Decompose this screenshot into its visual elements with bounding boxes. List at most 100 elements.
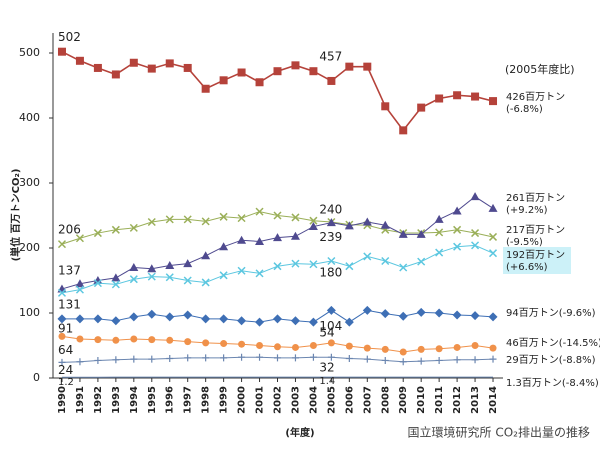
y-tick-label: 200 (19, 241, 40, 254)
point (436, 249, 443, 256)
value-label: 32 (319, 361, 334, 375)
y-tick-label: 400 (19, 111, 40, 124)
point (130, 59, 138, 67)
point (399, 126, 407, 134)
value-label: 1.4 (319, 376, 335, 387)
point (417, 104, 425, 112)
point (219, 314, 228, 323)
x-tick-label: 1998 (201, 386, 212, 414)
point (381, 309, 390, 318)
x-tick-label: 2012 (452, 386, 463, 414)
y-tick-label: 100 (19, 306, 40, 319)
x-tick-label: 2011 (434, 386, 445, 414)
value-label: 1.2 (58, 377, 74, 388)
point (364, 253, 371, 260)
x-tick-label: 2000 (237, 386, 248, 414)
point (147, 310, 156, 319)
point (327, 77, 335, 85)
point (490, 233, 497, 240)
y-tick-label: 0 (33, 371, 40, 384)
series-line (62, 245, 493, 292)
point (202, 85, 210, 93)
x-tick-label: 2005 (326, 386, 337, 414)
point (471, 192, 480, 200)
point (94, 64, 102, 72)
y-tick-label: 300 (19, 176, 40, 189)
point (255, 318, 264, 327)
point (454, 344, 461, 351)
value-label: 206 (58, 223, 81, 237)
point (256, 208, 263, 215)
point (238, 341, 245, 348)
point (472, 356, 479, 363)
point (111, 273, 120, 281)
point (219, 242, 228, 250)
point (363, 63, 371, 71)
point (310, 354, 317, 361)
point (489, 204, 498, 212)
point (274, 354, 281, 361)
point (112, 337, 119, 344)
point (382, 357, 389, 364)
x-tick-label: 2008 (380, 386, 391, 414)
value-label: 180 (319, 266, 342, 280)
point (382, 258, 389, 265)
point (436, 345, 443, 352)
point (148, 65, 156, 73)
end-label: 217百万トン (506, 224, 565, 236)
point (310, 342, 317, 349)
x-tick-label: 2014 (488, 386, 499, 414)
value-label: 24 (58, 363, 73, 377)
point (309, 67, 317, 75)
point (58, 241, 65, 248)
x-tick-label: 1993 (111, 386, 122, 414)
point (399, 312, 408, 321)
point (292, 354, 299, 361)
value-label: 137 (58, 263, 81, 277)
point (327, 306, 336, 315)
value-label: 239 (319, 230, 342, 244)
point (453, 310, 462, 319)
point (130, 336, 137, 343)
point (309, 318, 318, 327)
value-label: 457 (319, 49, 342, 63)
x-tick-label: 1999 (219, 386, 230, 414)
point (291, 232, 300, 240)
end-label: (-6.8%) (506, 104, 543, 115)
point (237, 316, 246, 325)
note: (2005年度比) (505, 62, 575, 76)
point (435, 215, 444, 223)
point (490, 356, 497, 363)
point (183, 259, 192, 267)
point (201, 251, 210, 259)
point (400, 349, 407, 356)
point (471, 93, 479, 101)
point (256, 78, 264, 86)
point (112, 356, 119, 363)
point (435, 95, 443, 103)
point (76, 336, 83, 343)
value-label: 91 (58, 321, 73, 335)
x-tick-label: 1992 (93, 386, 104, 414)
point (76, 57, 84, 65)
value-label: 64 (58, 343, 73, 357)
end-label: 192百万トン (506, 249, 565, 261)
point (93, 314, 102, 323)
x-tick-label: 2004 (308, 386, 319, 414)
end-label: (+9.2%) (506, 205, 548, 216)
x-tick-label: 2009 (398, 386, 409, 414)
value-label: 240 (319, 203, 342, 217)
point (328, 354, 335, 361)
point (418, 346, 425, 353)
point (345, 63, 353, 71)
point (76, 358, 83, 365)
point (274, 67, 282, 75)
x-tick-label: 2007 (362, 386, 373, 414)
point (454, 356, 461, 363)
point (346, 343, 353, 350)
end-label: 261百万トン (506, 192, 565, 204)
y-tick-label: 500 (19, 46, 40, 59)
point (346, 263, 353, 270)
point (364, 356, 371, 363)
point (112, 70, 120, 78)
